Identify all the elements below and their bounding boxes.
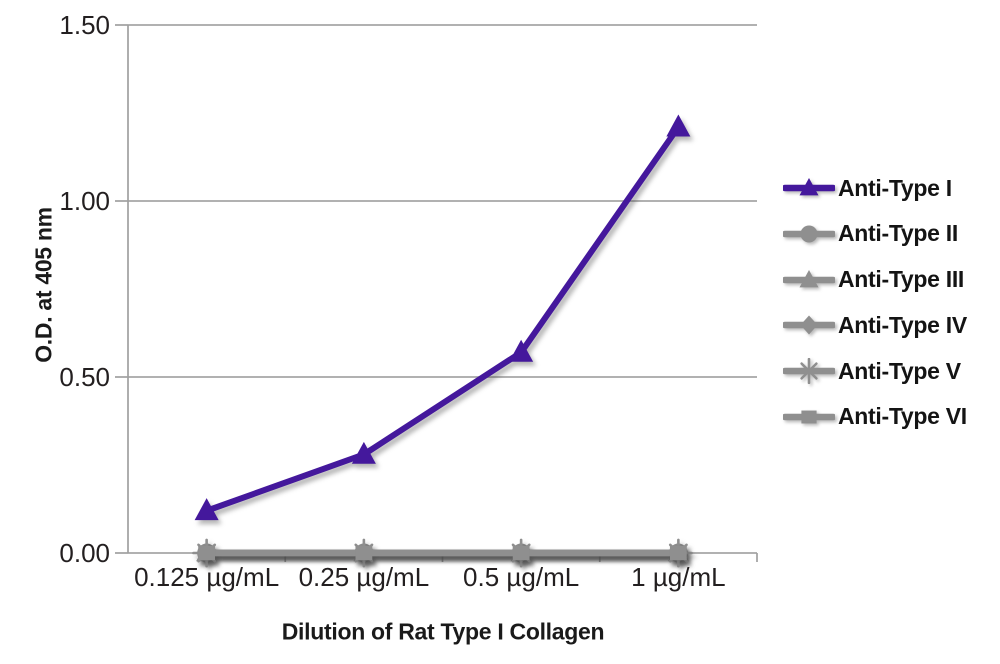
y-tick-label: 0.00 <box>59 538 110 568</box>
legend-item-anti-type-ii: Anti-Type II <box>783 220 967 247</box>
legend-asterisk-swatch-icon <box>783 358 835 385</box>
marker-square-icon <box>355 545 373 561</box>
legend-diamond-swatch-icon <box>783 315 835 335</box>
marker-square-icon <box>801 410 817 424</box>
marker-triangle-icon <box>351 441 376 464</box>
y-tick-label: 1.50 <box>59 10 110 40</box>
legend-label: Anti-Type IV <box>838 311 967 338</box>
y-tick-label: 1.00 <box>59 186 110 216</box>
series-line <box>203 124 682 514</box>
legend-triangle-swatch-icon <box>783 178 835 196</box>
marker-circle-icon <box>800 225 818 243</box>
marker-triangle-icon <box>194 498 219 521</box>
legend-item-anti-type-i: Anti-Type I <box>783 175 967 201</box>
marker-square-icon <box>669 545 687 561</box>
x-axis-title: Dilution of Rat Type I Collagen <box>281 618 605 645</box>
marker-diamond-icon <box>800 315 818 335</box>
legend-label: Anti-Type I <box>838 174 952 201</box>
series-anti-type-i <box>194 114 691 521</box>
legend-label: Anti-Type II <box>838 220 958 247</box>
marker-triangle-icon <box>799 269 819 288</box>
marker-square-icon <box>512 545 530 561</box>
marker-triangle-icon <box>666 114 691 137</box>
legend-label: Anti-Type VI <box>838 403 967 430</box>
legend: Anti-Type I Anti-Type II Anti-Type III Anti… <box>783 175 967 430</box>
legend-item-anti-type-vi: Anti-Type VI <box>783 403 967 430</box>
marker-asterisk-icon <box>795 358 823 385</box>
legend-item-anti-type-iv: Anti-Type IV <box>783 312 967 338</box>
legend-triangle-swatch-icon <box>783 269 835 288</box>
legend-item-anti-type-iii: Anti-Type III <box>783 266 967 293</box>
legend-item-anti-type-v: Anti-Type V <box>783 357 967 385</box>
legend-label: Anti-Type III <box>838 266 965 293</box>
marker-square-icon <box>198 545 216 561</box>
legend-circle-swatch-icon <box>783 225 835 243</box>
series-anti-type-vi <box>198 545 687 561</box>
legend-square-swatch-icon <box>783 410 835 424</box>
y-tick-label: 0.50 <box>59 362 110 392</box>
legend-label: Anti-Type V <box>838 357 961 384</box>
y-axis-title: O.D. at 405 nm <box>30 207 57 363</box>
marker-triangle-icon <box>799 178 819 196</box>
marker-triangle-icon <box>509 339 534 362</box>
